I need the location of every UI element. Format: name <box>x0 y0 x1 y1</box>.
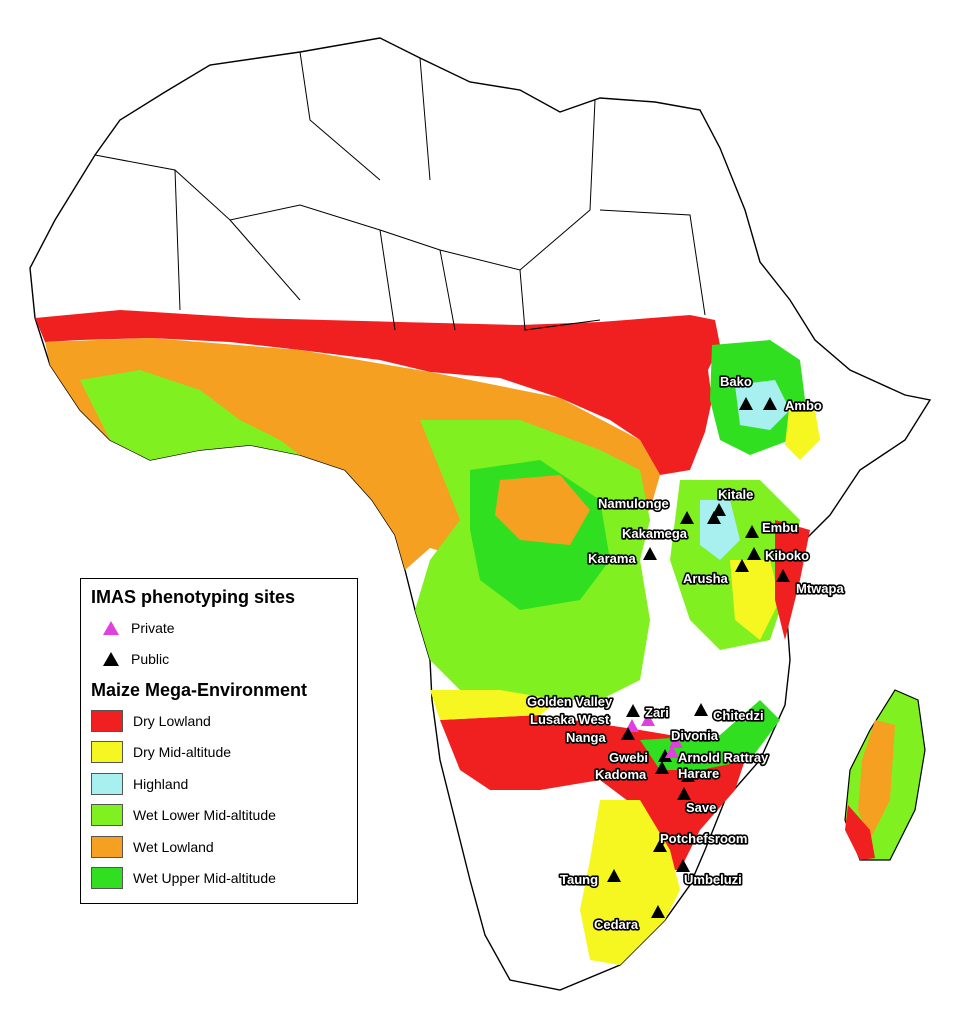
region-highland-east <box>700 500 740 560</box>
legend-env-swatch <box>91 867 123 890</box>
site-label-kitale: Kitale <box>718 487 753 502</box>
site-label-lusaka-west: Lusaka West <box>530 712 610 727</box>
legend-env-item: Wet Lowland <box>91 831 347 863</box>
site-marker-arusha <box>735 559 749 572</box>
site-label-nanga: Nanga <box>566 730 607 745</box>
triangle-icon-public <box>103 651 119 666</box>
legend-sites-title: IMAS phenotyping sites <box>91 587 296 607</box>
site-label-namulonge: Namulonge <box>598 496 669 511</box>
site-label-karama: Karama <box>588 551 636 566</box>
triangle-icon-private <box>103 620 119 635</box>
legend-env-swatch <box>91 709 123 732</box>
region-highland-ethiopia <box>735 380 790 430</box>
site-marker-cedara <box>651 905 665 918</box>
legend-env-item: Dry Mid-altitude <box>91 737 347 769</box>
site-marker-karama <box>643 547 657 560</box>
site-marker-kitale <box>712 503 726 516</box>
region-dry-mid-ethiopia <box>785 400 820 460</box>
site-label-mtwapa: Mtwapa <box>796 581 844 596</box>
madagascar-dry-lowland <box>845 805 875 860</box>
site-label-embu: Embu <box>762 520 798 535</box>
site-label-arnold-rattray: Arnold Rattray <box>678 750 769 765</box>
region-wet-lower-mid-altitude <box>80 370 300 460</box>
legend-env-label: Wet Upper Mid-altitude <box>133 870 276 887</box>
country-borders <box>94 51 706 331</box>
region-dry-mid-zambia <box>430 690 560 720</box>
madagascar-wet-lowland <box>858 720 895 840</box>
legend-site-public-label: Public <box>131 650 170 667</box>
site-label-divonia: Divonia <box>671 728 719 743</box>
site-marker-kakamega <box>707 511 721 524</box>
legend-env-list: Dry Lowland Dry Mid-altitude Highland Wet L… <box>91 705 347 894</box>
site-label-taung: Taung <box>560 872 598 887</box>
region-dry-lowland-sahel <box>35 310 720 475</box>
site-marker-taung <box>607 869 621 882</box>
legend-env-label: Highland <box>133 775 189 792</box>
sites-layer: Bako Ambo Namulonge Kitale Kakamega Embu Karam… <box>525 372 846 933</box>
site-marker-arnold-rattray <box>665 745 679 758</box>
region-dry-mid-south <box>580 800 680 965</box>
legend-env-label: Dry Lowland <box>133 712 211 729</box>
site-marker-mtwapa <box>776 569 790 582</box>
site-label-ambo: Ambo <box>785 398 822 413</box>
site-label-gwebi: Gwebi <box>609 750 648 765</box>
site-label-zari: Zari <box>645 705 669 720</box>
site-marker-harare <box>681 769 695 782</box>
legend-env-swatch <box>91 804 123 827</box>
legend-env-item: Wet Lower Mid-altitude <box>91 800 347 832</box>
legend-env-label: Wet Lower Mid-altitude <box>133 807 276 824</box>
legend-env-item: Dry Lowland <box>91 705 347 737</box>
legend-env-swatch <box>91 772 123 795</box>
legend-site-public: Public <box>91 643 347 674</box>
legend-env-label: Dry Mid-altitude <box>133 744 232 761</box>
site-marker-chitedzi <box>694 703 708 716</box>
site-label-potchefsroom: Potchefsroom <box>660 831 747 846</box>
legend: IMAS phenotyping sites Private Public Ma… <box>80 578 358 904</box>
legend-env-swatch <box>91 835 123 858</box>
site-marker-potchefsroom <box>653 839 667 852</box>
site-marker-bako <box>739 397 753 410</box>
site-marker-namulonge <box>680 511 694 524</box>
site-label-cedara: Cedara <box>594 917 639 932</box>
legend-env-item: Highland <box>91 768 347 800</box>
site-marker-zari <box>641 713 655 726</box>
site-label-kiboko: Kiboko <box>765 548 809 563</box>
site-marker-umbeluzi <box>676 859 690 872</box>
site-marker-nanga <box>621 727 635 740</box>
region-wet-lowland-congo <box>495 475 590 545</box>
legend-env-swatch <box>91 741 123 764</box>
legend-site-private: Private <box>91 612 347 643</box>
legend-env-label: Wet Lowland <box>133 838 214 855</box>
legend-env-item: Wet Upper Mid-altitude <box>91 863 347 895</box>
site-marker-gwebi <box>658 749 672 762</box>
site-label-kadoma: Kadoma <box>595 767 647 782</box>
region-dry-mid-east <box>730 560 780 640</box>
site-marker-embu <box>745 525 759 538</box>
site-label-golden-valley: Golden Valley <box>527 694 613 709</box>
site-label-save: Save <box>686 800 716 815</box>
legend-env-title: Maize Mega-Environment <box>91 680 308 700</box>
site-label-bako: Bako <box>720 374 752 389</box>
legend-site-private-label: Private <box>131 619 175 636</box>
site-marker-ambo <box>763 397 777 410</box>
site-label-kakamega: Kakamega <box>622 526 688 541</box>
site-marker-save <box>677 787 691 800</box>
site-marker-kadoma <box>655 761 669 774</box>
site-marker-divonia <box>669 735 683 748</box>
site-marker-golden-valley <box>626 704 640 717</box>
site-label-chitedzi: Chitedzi <box>713 708 764 723</box>
site-label-harare: Harare <box>678 766 719 781</box>
region-dry-lowland-coast <box>775 520 810 640</box>
site-marker-kiboko <box>747 547 761 560</box>
site-label-arusha: Arusha <box>683 571 729 586</box>
site-label-umbeluzi: Umbeluzi <box>684 872 742 887</box>
